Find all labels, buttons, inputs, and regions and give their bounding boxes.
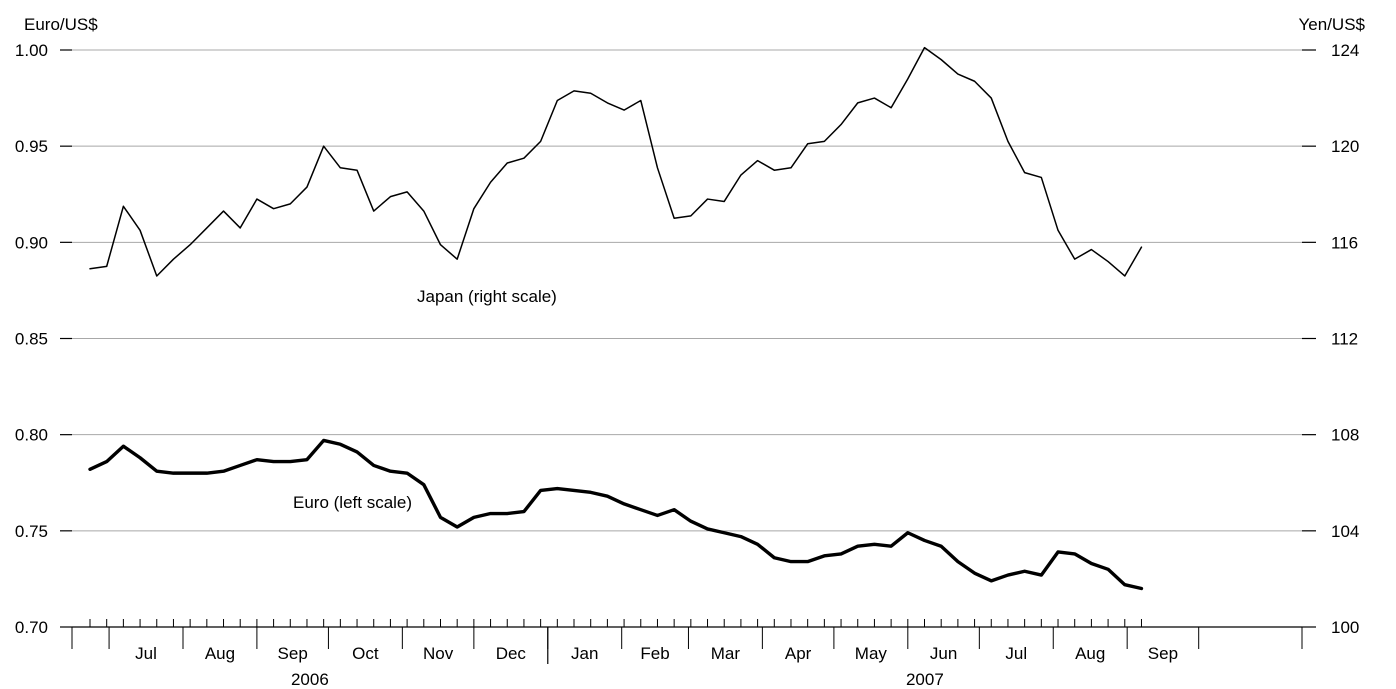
right-tick-label: 108 bbox=[1331, 426, 1359, 445]
right-tick-label: 100 bbox=[1331, 618, 1359, 637]
x-axis: Jul Aug Sep Oct Nov Dec Jan Feb Mar Apr May Jun Jul A… bbox=[71, 619, 1303, 689]
left-tick-label: 0.80 bbox=[15, 426, 48, 445]
right-axis: 100 104 108 112 116 120 124 bbox=[1302, 41, 1359, 637]
left-tick-label: 0.85 bbox=[15, 330, 48, 349]
japan-series-line bbox=[89, 46, 1143, 277]
euro-series-label: Euro (left scale) bbox=[293, 493, 412, 512]
month-label: Apr bbox=[785, 644, 812, 663]
month-label: Sep bbox=[1148, 644, 1178, 663]
month-label: Jul bbox=[1005, 644, 1027, 663]
left-axis-label: Euro/US$ bbox=[24, 15, 98, 34]
month-label: Jun bbox=[930, 644, 957, 663]
year-label-2006: 2006 bbox=[291, 670, 329, 689]
left-tick-label: 0.70 bbox=[15, 618, 48, 637]
month-label: Aug bbox=[1075, 644, 1105, 663]
year-label-2007: 2007 bbox=[906, 670, 944, 689]
gridlines bbox=[72, 49, 1302, 532]
series-group bbox=[88, 46, 1144, 591]
month-label: Feb bbox=[640, 644, 669, 663]
month-label: Mar bbox=[711, 644, 741, 663]
right-tick-label: 104 bbox=[1331, 522, 1359, 541]
right-tick-label: 112 bbox=[1331, 330, 1358, 349]
right-tick-label: 124 bbox=[1331, 41, 1359, 60]
month-label: Dec bbox=[496, 644, 527, 663]
right-axis-label: Yen/US$ bbox=[1299, 15, 1366, 34]
left-tick-label: 0.75 bbox=[15, 522, 48, 541]
month-label: Nov bbox=[423, 644, 454, 663]
month-label: Jul bbox=[135, 644, 157, 663]
month-label: May bbox=[855, 644, 888, 663]
left-tick-label: 0.95 bbox=[15, 137, 48, 156]
right-tick-label: 116 bbox=[1331, 233, 1358, 252]
left-tick-label: 0.90 bbox=[15, 233, 48, 252]
japan-series-label: Japan (right scale) bbox=[417, 287, 557, 306]
left-axis: 0.70 0.75 0.80 0.85 0.90 0.95 1.00 bbox=[15, 41, 72, 637]
month-label: Oct bbox=[352, 644, 379, 663]
left-tick-label: 1.00 bbox=[15, 41, 48, 60]
month-label: Aug bbox=[205, 644, 235, 663]
euro-series-line bbox=[88, 438, 1144, 591]
right-tick-label: 120 bbox=[1331, 137, 1359, 156]
month-label: Sep bbox=[278, 644, 308, 663]
month-label: Jan bbox=[571, 644, 598, 663]
